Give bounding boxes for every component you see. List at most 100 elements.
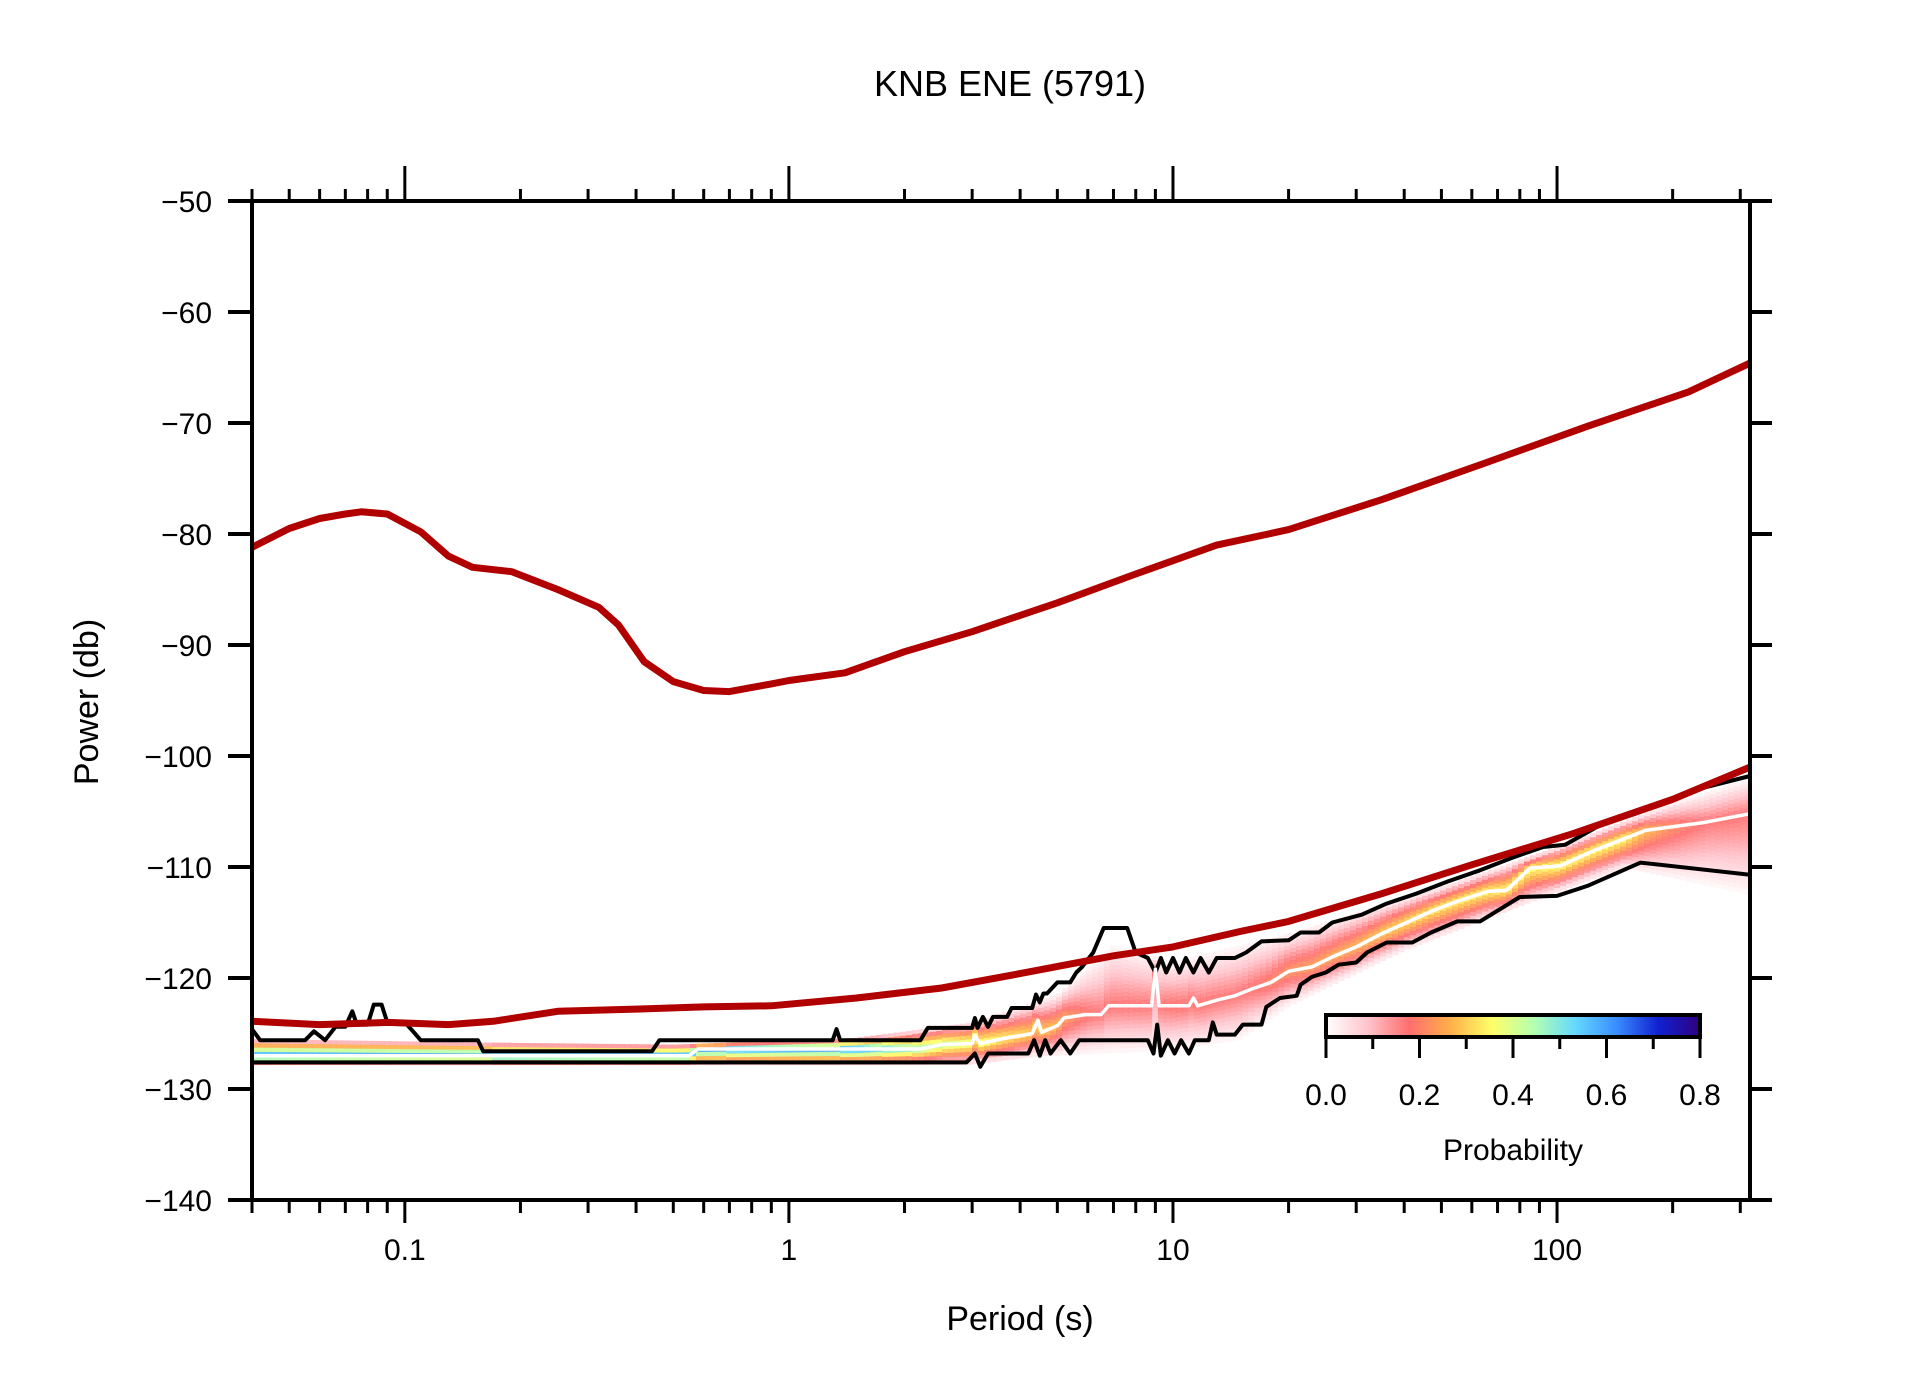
pdf-cell <box>1578 841 1585 847</box>
pdf-cell <box>1080 1049 1087 1055</box>
pdf-cell <box>1560 877 1567 883</box>
pdf-cell <box>1416 928 1423 934</box>
pdf-cell <box>888 1045 895 1050</box>
pdf-cell <box>1452 906 1459 912</box>
pdf-cell <box>960 1035 967 1041</box>
pdf-cell <box>1122 947 1129 953</box>
pdf-cell <box>1284 998 1291 1004</box>
pdf-cell <box>1560 848 1567 854</box>
pdf-cell <box>1596 851 1603 857</box>
pdf-cell <box>1224 960 1231 966</box>
pdf-cell <box>846 1057 853 1062</box>
pdf-cell <box>960 1052 967 1057</box>
pdf-cell <box>1326 982 1333 987</box>
pdf-cell <box>972 1025 979 1030</box>
pdf-cell <box>1602 865 1609 871</box>
pdf-cell <box>414 1049 421 1054</box>
pdf-cell <box>1728 855 1735 860</box>
pdf-cell <box>1134 955 1141 960</box>
pdf-cell <box>744 1049 751 1054</box>
pdf-cell <box>1476 893 1483 899</box>
pdf-cell <box>1314 968 1321 973</box>
pdf-cell <box>1698 856 1705 861</box>
pdf-cell <box>1734 875 1741 881</box>
pdf-cell <box>1572 840 1579 845</box>
pdf-cell <box>1032 1032 1039 1038</box>
pdf-cell <box>1722 881 1729 886</box>
pdf-cell <box>1302 948 1309 954</box>
pdf-cell <box>1620 825 1627 831</box>
pdf-cell <box>1596 843 1603 848</box>
pdf-cell <box>1092 1009 1099 1014</box>
pdf-cell <box>1224 964 1231 970</box>
pdf-cell <box>1602 857 1609 863</box>
pdf-cell <box>1194 983 1201 988</box>
pdf-cell <box>1134 1019 1141 1025</box>
pdf-cell <box>1158 1030 1165 1036</box>
pdf-cell <box>1284 942 1291 947</box>
pdf-cell <box>1524 882 1531 888</box>
pdf-cell <box>1710 842 1717 847</box>
pdf-cell <box>1404 937 1411 942</box>
pdf-cell <box>1692 835 1699 840</box>
pdf-cell <box>1146 990 1153 996</box>
pdf-cell <box>1338 933 1345 938</box>
pdf-cell <box>1248 942 1255 948</box>
pdf-cell <box>1386 906 1393 912</box>
pdf-cell <box>1704 860 1711 866</box>
pdf-cell <box>1182 974 1189 980</box>
pdf-cell <box>1710 830 1717 835</box>
pdf-cell <box>1152 1007 1159 1012</box>
pdf-cell <box>1170 1021 1177 1027</box>
pdf-cell <box>1176 1032 1183 1038</box>
pdf-cell <box>1074 1009 1081 1015</box>
pdf-cell <box>1308 946 1315 952</box>
pdf-cell <box>1080 999 1087 1004</box>
pdf-cell <box>1734 810 1741 816</box>
pdf-cell <box>1680 827 1687 833</box>
pdf-cell <box>1032 1029 1039 1034</box>
pdf-cell <box>1542 880 1549 885</box>
pdf-cell <box>1224 1017 1231 1022</box>
pdf-cell <box>1608 859 1615 865</box>
pdf-cell <box>1554 871 1561 877</box>
pdf-cell <box>1200 1021 1207 1026</box>
pdf-cell <box>1692 831 1699 836</box>
pdf-cell <box>576 1056 583 1061</box>
pdf-cell <box>1710 854 1717 859</box>
pdf-cell <box>1236 998 1243 1004</box>
pdf-cell <box>582 1056 589 1061</box>
pdf-cell <box>1722 849 1729 855</box>
pdf-cell <box>1296 961 1303 967</box>
pdf-cell <box>1716 843 1723 849</box>
pdf-cell <box>1236 969 1243 975</box>
pdf-cell <box>570 1043 577 1049</box>
pdf-cell <box>1074 1005 1081 1011</box>
pdf-cell <box>1740 796 1747 802</box>
pdf-cell <box>1710 801 1717 807</box>
pdf-cell <box>1002 1043 1009 1049</box>
y-tick-label: −120 <box>144 963 212 996</box>
pdf-cell <box>1488 877 1495 883</box>
pdf-cell <box>1410 942 1417 948</box>
pdf-cell <box>1218 981 1225 987</box>
pdf-cell <box>312 1056 319 1061</box>
pdf-cell <box>588 1056 595 1061</box>
pdf-cell <box>1182 1023 1189 1029</box>
pdf-cell <box>1014 1038 1021 1044</box>
pdf-cell <box>978 1058 985 1064</box>
pdf-cell <box>1572 848 1579 853</box>
pdf-cell <box>744 1041 751 1047</box>
pdf-cell <box>1098 963 1105 969</box>
pdf-cell <box>546 1056 553 1061</box>
pdf-cell <box>1134 967 1141 972</box>
pdf-cell <box>1608 826 1615 831</box>
pdf-cell <box>1146 998 1153 1004</box>
pdf-cell <box>1080 1006 1087 1012</box>
pdf-cell <box>1236 994 1243 1000</box>
pdf-cell <box>1704 844 1711 850</box>
pdf-cell <box>1734 879 1741 885</box>
pdf-cell <box>1668 853 1675 859</box>
pdf-cell <box>1044 1018 1051 1024</box>
pdf-cell <box>378 1048 385 1054</box>
